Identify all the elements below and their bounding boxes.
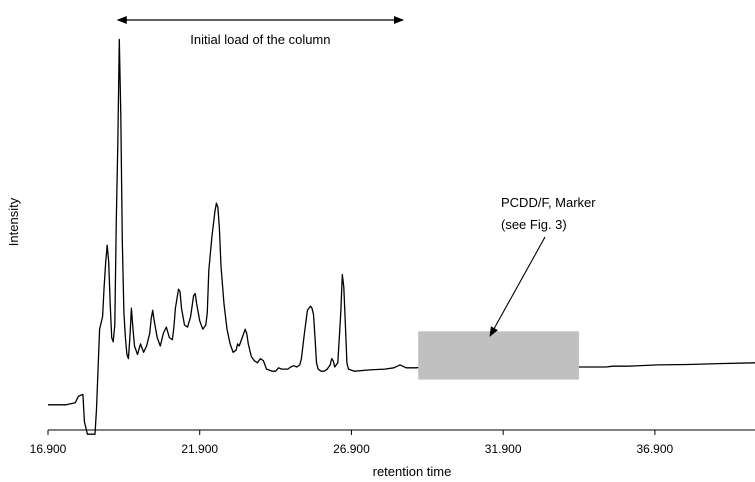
pcdd-marker-region	[418, 331, 580, 380]
x-tick-label: 26.900	[333, 442, 370, 456]
marker-label-line1: PCDD/F, Marker	[501, 195, 596, 210]
x-tick-label: 31.900	[485, 442, 522, 456]
x-axis-label: retention time	[373, 464, 452, 479]
initial-load-label: Initial load of the column	[190, 32, 330, 47]
marker-label-line2: (see Fig. 3)	[501, 217, 567, 232]
x-tick-label: 36.900	[637, 442, 674, 456]
chromatogram-trace	[48, 38, 755, 435]
x-tick-label: 21.900	[181, 442, 218, 456]
y-axis-label: Intensity	[6, 197, 21, 246]
x-tick-label: 16.900	[30, 442, 67, 456]
marker-arrow	[489, 236, 546, 337]
